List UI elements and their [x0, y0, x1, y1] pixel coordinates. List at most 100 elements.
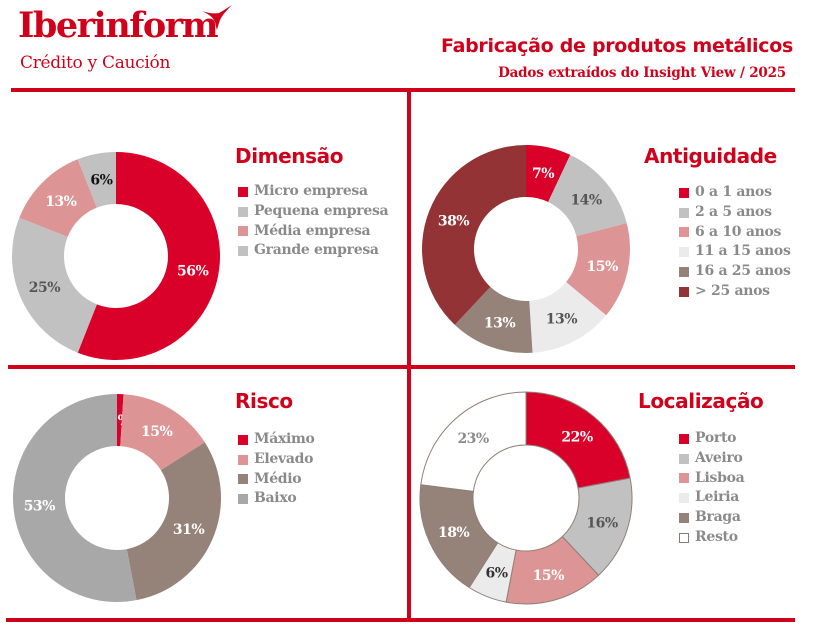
legend-swatch — [238, 246, 248, 257]
legend-label: Braga — [695, 509, 741, 526]
legend-label: Máximo — [254, 431, 315, 447]
legend-label: Média empresa — [254, 222, 371, 239]
legend-swatch — [238, 434, 248, 445]
legend-item-media-empresa: Média empresa — [238, 222, 388, 242]
data-label-16-a-25-anos: 13% — [484, 315, 515, 331]
legend-swatch — [679, 247, 689, 258]
middle-divider — [8, 365, 795, 369]
legend-item-aveiro: Aveiro — [679, 449, 744, 469]
legend-label: 11 a 15 anos — [695, 243, 791, 260]
data-label-pequena-empresa: 25% — [29, 280, 60, 296]
donut-slice-baixo — [13, 394, 137, 602]
legend-label: Grande empresa — [254, 242, 379, 259]
donut-slice-maximo — [117, 394, 124, 447]
chart-title-antiguidade: Antiguidade — [644, 144, 777, 168]
data-label-media-empresa: 13% — [45, 194, 76, 210]
data-label-porto: 22% — [561, 429, 592, 445]
data-label-6-a-10-anos: 15% — [586, 259, 617, 275]
legend-label: Aveiro — [695, 449, 743, 466]
donut-slice-medio — [126, 442, 221, 601]
legend-item-micro-empresa: Micro empresa — [238, 182, 388, 202]
donut-slice-11-a-15-anos — [529, 282, 607, 353]
legend-item-medio: Médio — [238, 470, 315, 490]
legend-label: Pequena empresa — [254, 202, 389, 219]
donut-slice-grande-empresa — [77, 152, 116, 208]
header-divider — [11, 88, 795, 92]
legend-item-leiria: Leiria — [679, 488, 744, 508]
legend-label: Lisboa — [695, 469, 745, 486]
legend-item-0-a-1-anos: 0 a 1 anos — [679, 183, 791, 203]
page-title: Fabricação de produtos metálicos — [441, 35, 793, 57]
legend-item-16-a-25-anos: 16 a 25 anos — [679, 262, 791, 282]
legend-swatch — [238, 454, 248, 465]
donut-slice-0-a-1-anos — [526, 145, 571, 202]
brand-logo-name: Iberinform — [18, 5, 219, 46]
data-label-resto: 23% — [457, 431, 488, 447]
vertical-divider — [407, 88, 411, 622]
legend-item-2-a-5-anos: 2 a 5 anos — [679, 203, 791, 223]
legend-label: > 25 anos — [695, 282, 770, 299]
legend-item-grande-empresa: Grande empresa — [238, 241, 388, 261]
legend-swatch — [679, 493, 689, 504]
donut-slice-25-anos — [421, 145, 526, 325]
legend-item-lisboa: Lisboa — [679, 469, 745, 489]
legend-localizacao: Porto Aveiro Lisboa Leiria Braga Resto — [679, 429, 745, 548]
brand-logo-mark-icon — [202, 5, 232, 30]
donut-chart-antiguidade: 7% 14% 15% 13% 13% 38% — [421, 145, 630, 353]
data-label-11-a-15-anos: 13% — [546, 311, 577, 327]
donut-slice-6-a-10-anos — [566, 223, 630, 316]
data-label-aveiro: 16% — [586, 516, 617, 532]
donut-chart-dimensao: 56% 25% 13% 6% — [11, 152, 220, 360]
legend-swatch — [679, 453, 689, 464]
legend-item-resto: Resto — [679, 528, 744, 548]
legend-swatch — [679, 207, 689, 218]
legend-label: Baixo — [254, 490, 297, 507]
legend-swatch — [679, 513, 689, 524]
donut-slice-pequena-empresa — [11, 217, 97, 353]
legend-swatch — [238, 226, 248, 237]
brand-tagline: Crédito y Caución — [20, 53, 171, 73]
data-label-micro-empresa: 56% — [177, 264, 208, 280]
chart-title-localizacao: Localização — [638, 389, 764, 413]
donut-chart-localizacao: 22% 16% 15% 6% 18% 23% — [419, 391, 633, 605]
legend-swatch — [679, 267, 689, 278]
legend-label: Elevado — [254, 450, 314, 467]
legend-label: 0 a 1 anos — [695, 184, 772, 200]
legend-item-pequena-empresa: Pequena empresa — [238, 202, 389, 222]
legend-item-maximo: Máximo — [238, 430, 315, 450]
data-label-0-a-1-anos: 7% — [532, 166, 554, 182]
donut-slice-2-a-5-anos — [548, 154, 627, 237]
legend-label: 2 a 5 anos — [695, 203, 772, 220]
legend-label: Médio — [254, 470, 302, 487]
data-label-leiria: 6% — [486, 565, 508, 581]
legend-swatch — [679, 227, 689, 238]
chart-title-risco: Risco — [235, 389, 293, 413]
legend-item-6-a-10-anos: 6 a 10 anos — [679, 223, 791, 243]
legend-swatch — [679, 473, 689, 484]
legend-swatch — [238, 474, 248, 485]
chart-title-dimensao: Dimensão — [235, 144, 344, 168]
legend-swatch — [679, 532, 689, 543]
legend-item-baixo: Baixo — [238, 489, 315, 509]
legend-antiguidade: 0 a 1 anos 2 a 5 anos 6 a 10 anos 11 a 15 a… — [679, 183, 791, 302]
legend-swatch — [238, 206, 248, 217]
donut-slice-porto — [525, 391, 631, 489]
legend-swatch — [679, 286, 689, 297]
legend-item-porto: Porto — [679, 429, 744, 449]
legend-item-25-anos: > 25 anos — [679, 282, 791, 302]
page-subtitle: Dados extraídos do Insight View / 2025 — [498, 65, 786, 81]
data-label-braga: 18% — [438, 525, 469, 541]
legend-item-braga: Braga — [679, 508, 744, 528]
donut-chart-risco: 1%15%31%53% — [13, 394, 221, 602]
donut-slice-16-a-25-anos — [454, 286, 533, 353]
data-label-25-anos: 38% — [438, 213, 469, 229]
legend-dimensao: Micro empresa Pequena empresa Média empres… — [238, 182, 389, 261]
data-label-2-a-5-anos: 14% — [570, 192, 601, 208]
legend-label: 6 a 10 anos — [695, 223, 782, 240]
legend-label: Porto — [695, 430, 737, 446]
legend-item-11-a-15-anos: 11 a 15 anos — [679, 242, 791, 262]
legend-label: Micro empresa — [254, 183, 368, 199]
legend-swatch — [679, 433, 689, 444]
legend-label: Leiria — [695, 489, 740, 506]
bottom-divider — [6, 618, 795, 622]
